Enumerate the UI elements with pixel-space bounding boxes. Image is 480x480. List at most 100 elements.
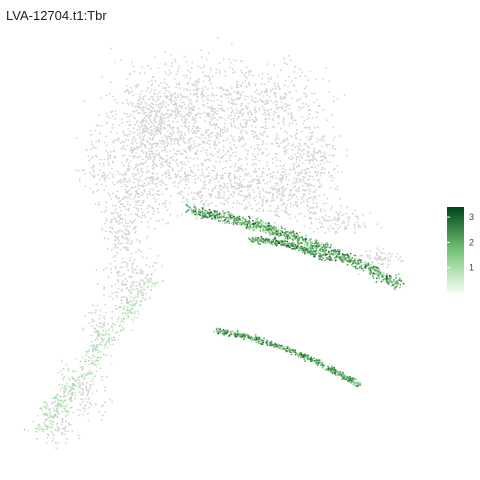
cell-point [204, 187, 206, 190]
cell-point [124, 185, 127, 188]
cell-point [232, 121, 235, 124]
cell-point [196, 214, 198, 216]
cell-point [151, 160, 154, 162]
cell-point [131, 288, 134, 291]
cell-point [289, 168, 292, 171]
cell-point [337, 213, 340, 216]
cell-point [282, 202, 285, 205]
cell-point [229, 142, 231, 144]
cell-point [110, 130, 112, 133]
cell-point [220, 215, 223, 218]
cell-point [66, 437, 68, 440]
cell-point [354, 381, 357, 384]
cell-point [139, 146, 142, 149]
cell-point [309, 227, 311, 230]
cell-point [273, 64, 275, 66]
cell-point [166, 97, 169, 99]
cell-point [132, 268, 135, 271]
cell-point [273, 82, 276, 84]
cell-point [319, 361, 322, 364]
cell-point [214, 218, 217, 220]
cell-point [275, 188, 278, 191]
cell-point [255, 338, 258, 341]
cell-point [319, 163, 322, 165]
cell-point [249, 221, 251, 224]
cell-point [339, 225, 342, 228]
cell-point [234, 188, 236, 190]
cell-point [127, 115, 129, 118]
cell-point [115, 139, 117, 142]
cell-point [321, 145, 324, 148]
cell-point [123, 308, 126, 311]
cell-point [141, 121, 144, 124]
cell-point [209, 193, 212, 196]
cell-point [318, 181, 321, 184]
cell-point [160, 123, 162, 125]
cell-point [134, 106, 137, 108]
cell-point [94, 129, 96, 132]
cell-point [288, 173, 291, 175]
cell-point [151, 194, 154, 197]
cell-point [103, 323, 105, 326]
cell-point [302, 178, 305, 181]
cell-point [203, 149, 206, 152]
cell-point [82, 383, 85, 385]
cell-point [303, 120, 306, 122]
cell-point [186, 156, 188, 159]
cell-point [205, 131, 208, 134]
cell-point [128, 169, 130, 172]
cell-point [215, 178, 218, 181]
cell-point [150, 150, 153, 153]
cell-point [246, 121, 249, 124]
cell-point [96, 346, 99, 349]
cell-point [316, 246, 319, 249]
cell-point [51, 432, 53, 435]
cell-point [115, 296, 118, 299]
cell-point [385, 281, 388, 284]
cell-point [140, 90, 143, 92]
cell-point [153, 228, 156, 230]
cell-point [149, 193, 151, 196]
cell-point [188, 139, 190, 142]
cell-point [315, 358, 318, 361]
cell-point [60, 370, 62, 372]
cell-point [250, 95, 253, 98]
cell-point [308, 135, 311, 138]
cell-point [241, 114, 244, 117]
cell-point [306, 118, 309, 121]
cell-point [221, 87, 224, 90]
cell-point [169, 93, 172, 96]
cell-point [201, 187, 204, 189]
cell-point [209, 116, 212, 118]
cell-point [120, 274, 123, 277]
cell-point [227, 114, 230, 117]
cell-point [107, 152, 109, 154]
cell-point [314, 212, 317, 214]
cell-point [370, 268, 373, 271]
cell-point [151, 82, 154, 85]
cell-point [121, 266, 124, 269]
cell-point [313, 242, 316, 245]
cell-point [136, 129, 139, 131]
cell-point [196, 149, 199, 152]
cell-point [161, 193, 164, 196]
cell-point [244, 174, 247, 177]
cell-point [278, 178, 281, 180]
cell-point [86, 394, 89, 397]
cell-point [253, 191, 256, 194]
cell-point [193, 122, 196, 125]
cell-point [311, 158, 314, 161]
cell-point [94, 147, 97, 150]
cell-point [210, 69, 213, 72]
cell-point [320, 242, 323, 244]
cell-point [263, 179, 265, 181]
cell-point [110, 197, 113, 200]
cell-point [122, 130, 124, 133]
cell-point [249, 217, 251, 220]
cell-point [251, 223, 254, 226]
cell-point [135, 192, 138, 195]
cell-point [200, 112, 203, 115]
cell-point [238, 139, 241, 142]
cell-point [124, 229, 127, 231]
cell-point [114, 98, 116, 101]
